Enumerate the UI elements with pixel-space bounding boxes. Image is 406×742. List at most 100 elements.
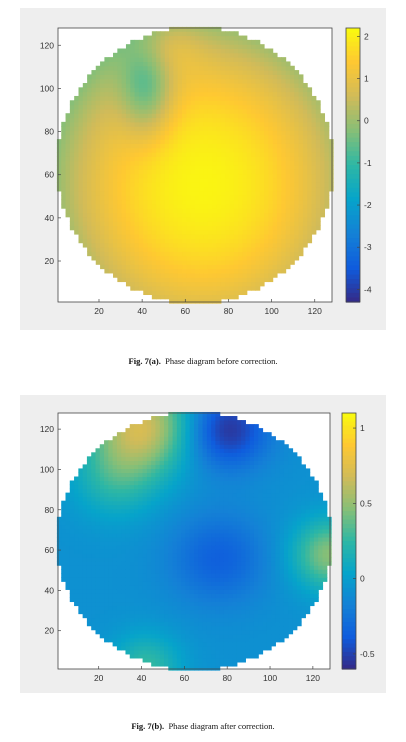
heatmap-cell — [121, 573, 127, 578]
heatmap-cell — [91, 581, 97, 586]
heatmap-cell — [177, 251, 183, 257]
heatmap-cell — [151, 504, 157, 510]
heatmap-cell — [121, 541, 127, 546]
heatmap-cell — [74, 216, 80, 222]
caption-text: Phase diagram before correction. — [165, 356, 278, 366]
heatmap-cell — [130, 108, 136, 114]
heatmap-cell — [173, 65, 179, 71]
heatmap-cell — [116, 500, 122, 506]
heatmap-cell — [189, 545, 195, 550]
heatmap-cell — [168, 649, 174, 655]
heatmap-cell — [251, 78, 256, 84]
heatmap-cell — [289, 117, 295, 123]
heatmap-cell — [61, 186, 67, 192]
heatmap-cell — [104, 589, 109, 594]
heatmap-cell — [138, 91, 144, 97]
heatmap-cell — [186, 130, 192, 136]
heatmap-cell — [185, 589, 191, 594]
heatmap-cell — [259, 160, 265, 166]
heatmap-cell — [195, 91, 200, 97]
heatmap-cell — [129, 649, 135, 655]
heatmap-cell — [168, 428, 174, 433]
heatmap-cell — [130, 251, 136, 257]
heatmap-cell — [168, 561, 174, 566]
heatmap-cell — [242, 74, 248, 80]
heatmap-cell — [246, 100, 252, 106]
heatmap-cell — [276, 117, 282, 123]
heatmap-cell — [117, 182, 123, 188]
heatmap-cell — [272, 156, 278, 162]
heatmap-cell — [264, 229, 269, 235]
heatmap-cell — [82, 468, 88, 474]
heatmap-cell — [168, 504, 174, 510]
heatmap-cell — [134, 617, 139, 623]
heatmap-cell — [91, 78, 97, 84]
heatmap-cell — [129, 432, 135, 437]
heatmap-cell — [95, 557, 101, 562]
heatmap-cell — [121, 633, 127, 639]
heatmap-cell — [134, 216, 140, 222]
heatmap-cell — [181, 428, 186, 433]
heatmap-cell — [151, 593, 157, 599]
heatmap-cell — [82, 557, 88, 562]
heatmap-cell — [61, 121, 67, 127]
heatmap-cell — [324, 160, 330, 166]
heatmap-cell — [272, 242, 278, 248]
heatmap-cell — [203, 113, 209, 119]
heatmap-cell — [216, 190, 222, 196]
heatmap-cell — [229, 195, 235, 201]
heatmap-cell — [225, 190, 231, 196]
heatmap-cell — [173, 216, 179, 222]
heatmap-cell — [186, 212, 192, 218]
heatmap-cell — [160, 65, 166, 71]
heatmap-cell — [61, 557, 67, 562]
heatmap-cell — [246, 44, 252, 50]
heatmap-cell — [186, 78, 192, 84]
heatmap-cell — [289, 190, 295, 196]
heatmap-cell — [86, 508, 92, 514]
heatmap-cell — [216, 238, 222, 244]
heatmap-cell — [125, 238, 131, 244]
heatmap-cell — [91, 238, 97, 244]
heatmap-cell — [276, 143, 282, 149]
heatmap-cell — [164, 496, 169, 502]
heatmap-cell — [199, 74, 205, 80]
heatmap-cell — [69, 199, 75, 205]
heatmap-cell — [229, 91, 235, 97]
heatmap-cell — [164, 156, 170, 162]
heatmap-cell — [112, 605, 118, 611]
axes-frame — [57, 27, 333, 303]
heatmap-cell — [116, 536, 122, 542]
colorbar-segment — [346, 96, 360, 102]
heatmap-cell — [302, 156, 308, 162]
heatmap-cell — [268, 91, 274, 97]
heatmap-cell — [121, 234, 127, 239]
heatmap-cell — [91, 536, 97, 542]
heatmap-cell — [134, 48, 140, 54]
heatmap-cell — [147, 57, 153, 63]
heatmap-cell — [324, 130, 330, 136]
heatmap-cell — [229, 57, 235, 63]
heatmap-cell — [142, 545, 148, 550]
heatmap-cell — [194, 581, 199, 586]
heatmap-cell — [229, 74, 235, 80]
heatmap-cell — [276, 65, 282, 71]
heatmap-cell — [216, 156, 222, 162]
heatmap-cell — [138, 65, 144, 71]
heatmap-cell — [203, 277, 209, 283]
heatmap-cell — [246, 70, 252, 75]
heatmap-cell — [285, 169, 291, 175]
heatmap-cell — [272, 186, 278, 192]
heatmap-cell — [238, 117, 244, 123]
heatmap-cell — [289, 177, 295, 183]
heatmap-cell — [86, 585, 92, 590]
heatmap-cell — [203, 259, 209, 265]
heatmap-cell — [324, 121, 330, 127]
heatmap-cell — [172, 565, 178, 570]
heatmap-cell — [169, 251, 174, 257]
heatmap-cell — [272, 74, 278, 80]
heatmap-cell — [156, 281, 162, 287]
heatmap-cell — [87, 173, 93, 179]
heatmap-cell — [104, 444, 109, 449]
heatmap-cell — [195, 199, 200, 205]
